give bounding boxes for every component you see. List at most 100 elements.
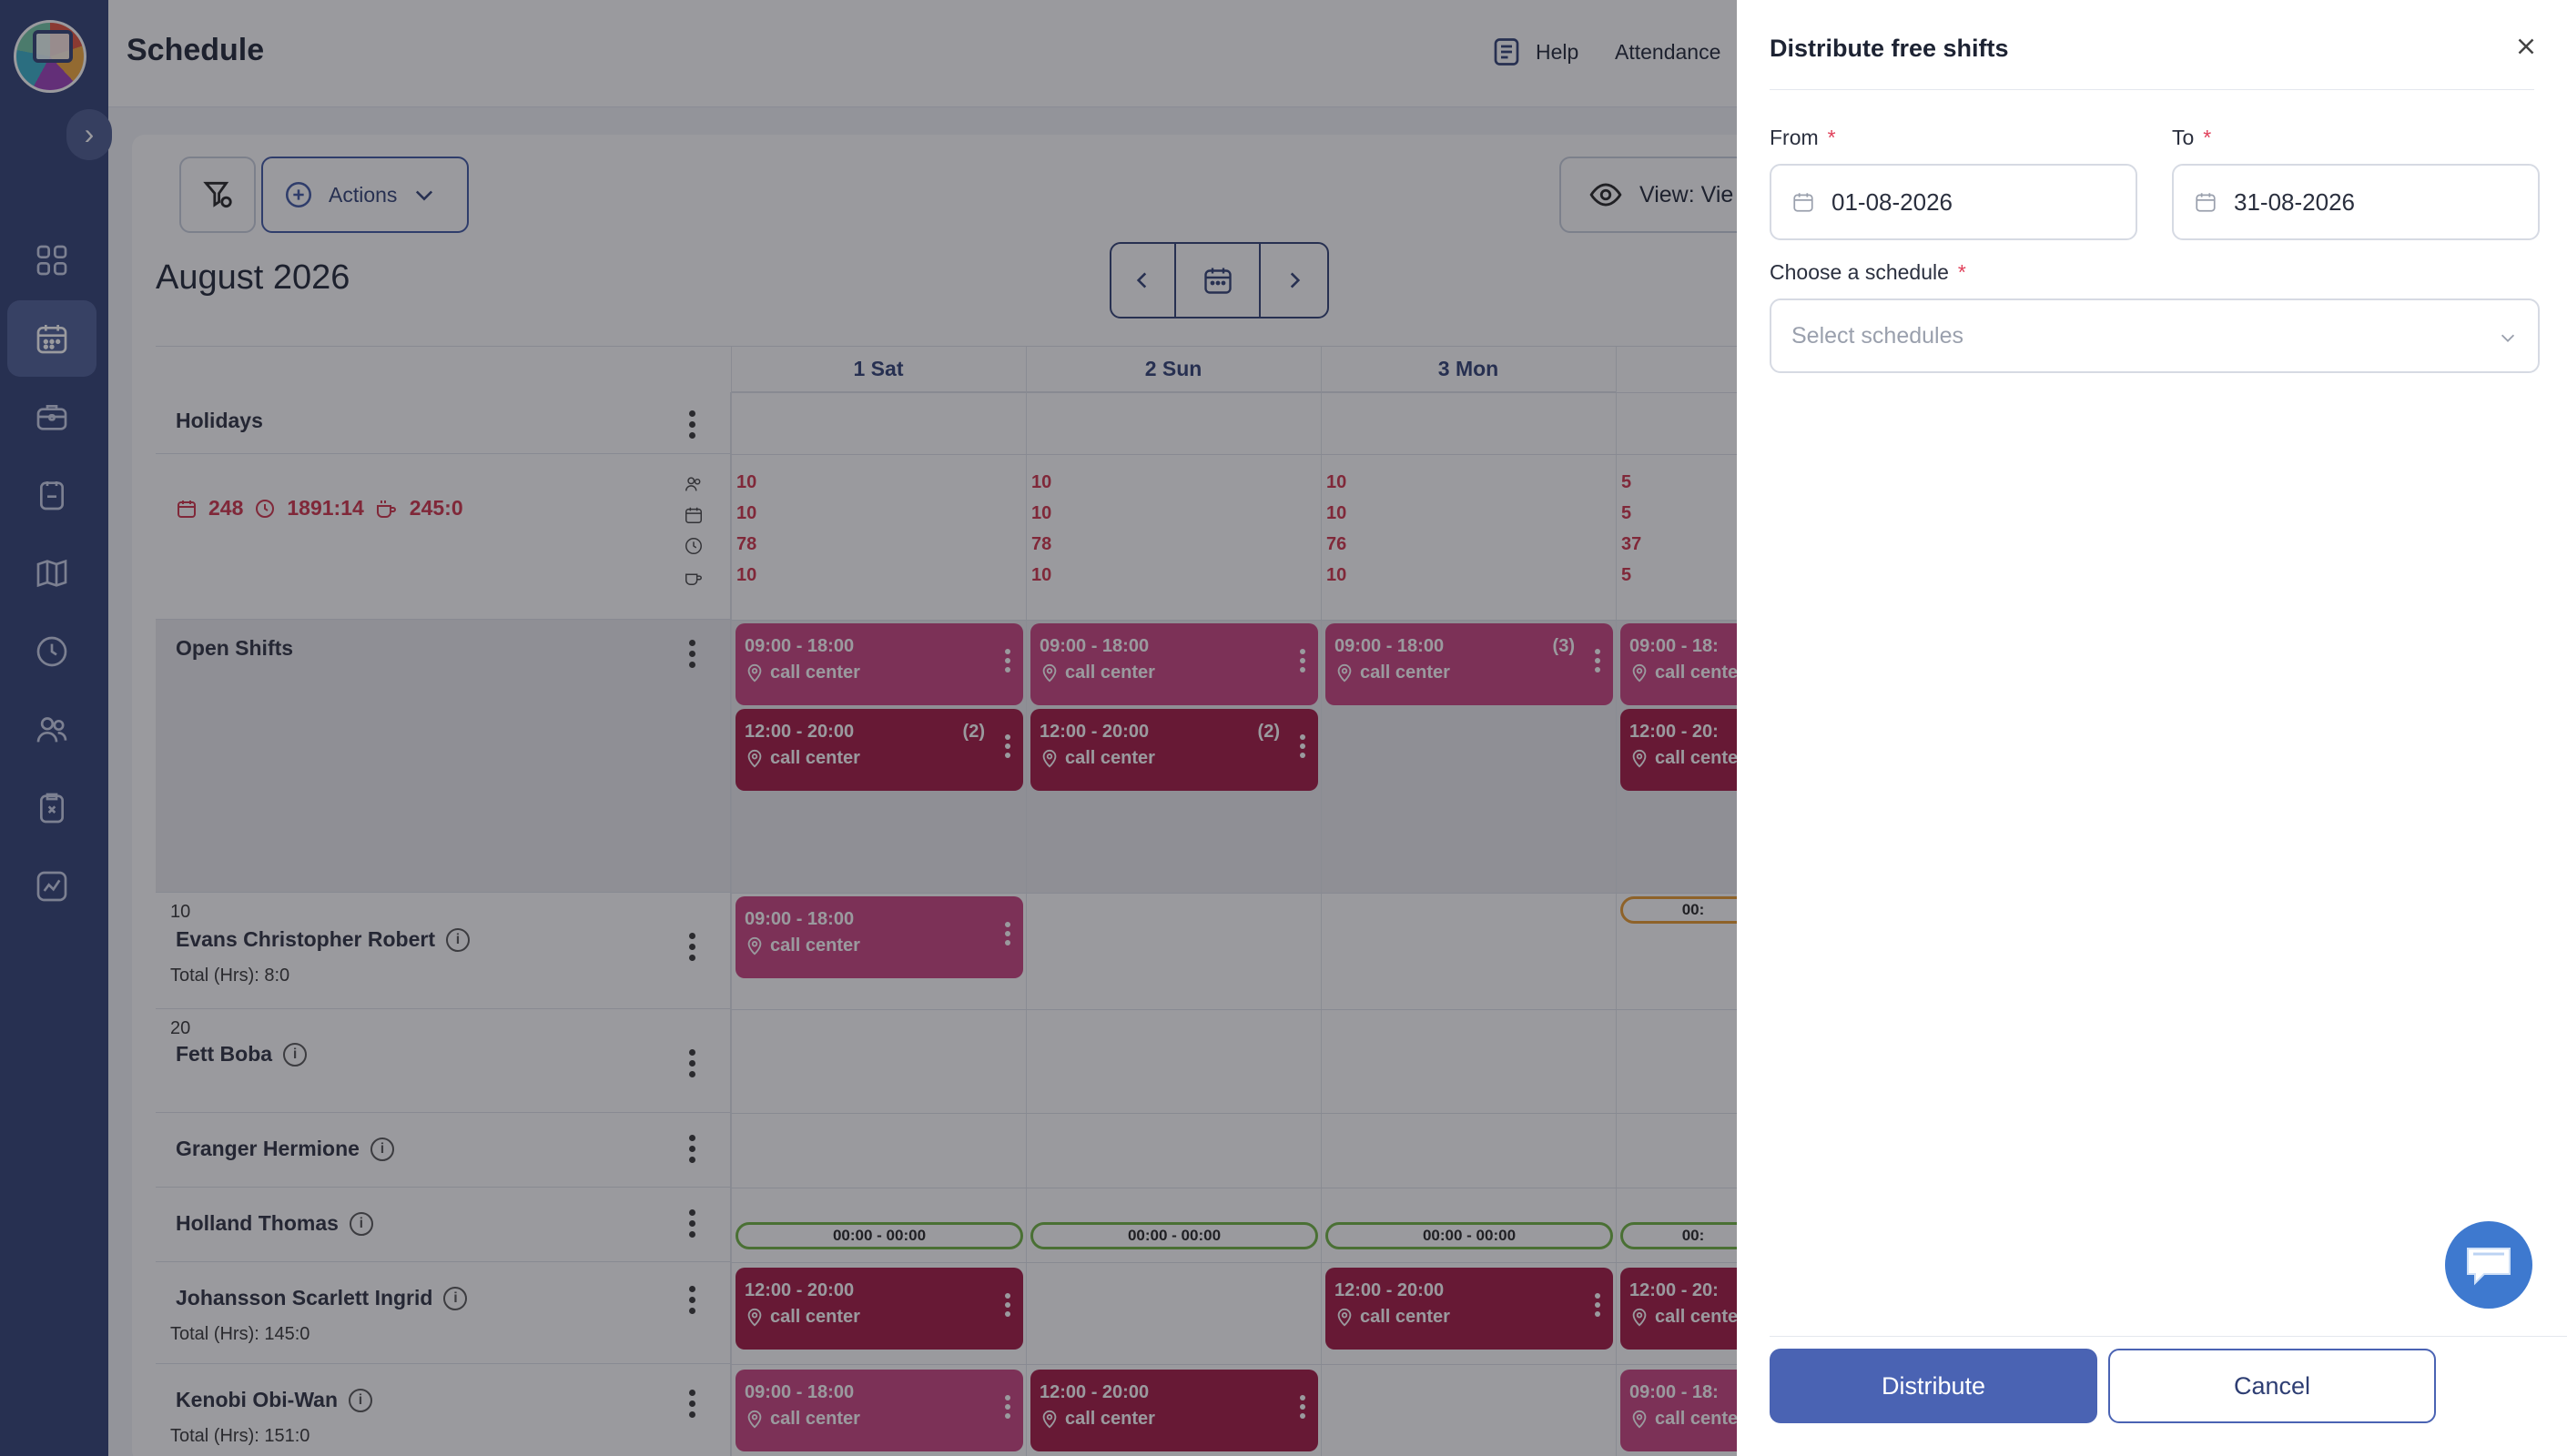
- open-shifts-label: Open Shifts: [176, 636, 294, 660]
- employee-menu-button[interactable]: [687, 1135, 696, 1163]
- close-icon[interactable]: [2512, 33, 2540, 60]
- employee-name: Johansson Scarlett Ingrid i: [176, 1286, 468, 1310]
- shift-menu-button[interactable]: [1005, 1293, 1010, 1317]
- employee-menu-button[interactable]: [687, 933, 696, 961]
- modal-backdrop[interactable]: [0, 0, 1737, 1456]
- sidebar-item-jobs[interactable]: [7, 379, 96, 455]
- chevron-right-icon: [1290, 272, 1300, 288]
- open-shift-card[interactable]: 12:00 - 20:00 call center (2): [1030, 709, 1318, 791]
- open-shift-card[interactable]: 09:00 - 18:00 call center: [736, 623, 1023, 705]
- chat-bubble-icon: [2467, 1248, 2511, 1286]
- stat-shifts: 248: [208, 496, 244, 520]
- stat-legend: [684, 474, 704, 587]
- day-header[interactable]: 3 Mon: [1321, 347, 1616, 392]
- info-icon[interactable]: i: [349, 1211, 373, 1236]
- shift-menu-button[interactable]: [1300, 734, 1305, 758]
- info-icon[interactable]: i: [446, 927, 470, 952]
- day-stats: 10 10 78 10: [736, 472, 757, 585]
- from-date-input[interactable]: 01-08-2026: [1770, 164, 2137, 240]
- document-icon[interactable]: [1490, 35, 1523, 69]
- sidebar-item-time[interactable]: [7, 613, 96, 690]
- footer-divider: [1770, 1336, 2567, 1337]
- open-shift-card[interactable]: 12:00 - 20:00 call center (2): [736, 709, 1023, 791]
- employee-menu-button[interactable]: [687, 1049, 696, 1077]
- help-link[interactable]: Help: [1536, 40, 1579, 64]
- app-logo[interactable]: [14, 20, 86, 93]
- stat-breaks: 245:0: [409, 496, 463, 520]
- clock-icon: [256, 499, 275, 518]
- eye-icon: [1589, 183, 1622, 207]
- location-pin-icon: [1042, 749, 1057, 768]
- shift-menu-button[interactable]: [1595, 649, 1600, 672]
- cancel-button[interactable]: Cancel: [2108, 1349, 2436, 1423]
- employee-row: Granger Hermione i: [156, 1113, 731, 1188]
- drawer-title: Distribute free shifts: [1770, 35, 2009, 62]
- distribute-button[interactable]: Distribute: [1770, 1349, 2097, 1423]
- open-shift-card[interactable]: 09:00 - 18:00 call center (3): [1325, 623, 1613, 705]
- actions-button[interactable]: Actions: [261, 157, 469, 233]
- sidebar-item-schedule[interactable]: [7, 300, 96, 377]
- actions-label: Actions: [329, 182, 398, 207]
- employee-row: Johansson Scarlett Ingrid i Total (Hrs): …: [156, 1262, 731, 1364]
- from-label: From *: [1770, 126, 1836, 149]
- shift-pill[interactable]: 00:00 - 00:00: [1325, 1222, 1613, 1249]
- shift-menu-button[interactable]: [1595, 1293, 1600, 1317]
- chart-icon: [36, 871, 67, 902]
- info-icon[interactable]: i: [370, 1137, 394, 1161]
- map-icon: [36, 559, 67, 588]
- info-icon[interactable]: i: [349, 1388, 373, 1412]
- view-button[interactable]: View: Vie: [1559, 157, 1787, 233]
- sidebar-item-map[interactable]: [7, 535, 96, 612]
- sidebar-expand-button[interactable]: ›: [66, 109, 112, 160]
- shift-card[interactable]: 09:00 - 18:00 call center: [736, 1370, 1023, 1451]
- sidebar-item-absence[interactable]: [7, 770, 96, 846]
- sidebar-item-tasks[interactable]: [7, 457, 96, 533]
- drawer-divider: [1770, 89, 2534, 90]
- open-shift-card[interactable]: 09:00 - 18:00 call center: [1030, 623, 1318, 705]
- day-header[interactable]: 2 Sun: [1026, 347, 1321, 392]
- shift-card[interactable]: 12:00 - 20:00 call center: [736, 1268, 1023, 1350]
- sidebar-item-dashboard[interactable]: [7, 222, 96, 298]
- chat-widget-button[interactable]: [2445, 1221, 2532, 1309]
- day-header[interactable]: 1 Sat: [731, 347, 1026, 392]
- shift-menu-button[interactable]: [1005, 1395, 1010, 1419]
- info-icon[interactable]: i: [443, 1286, 468, 1310]
- shift-menu-button[interactable]: [1005, 734, 1010, 758]
- row-divider: [156, 620, 2562, 621]
- employee-menu-button[interactable]: [687, 1390, 696, 1418]
- day-stats: 10 10 78 10: [1031, 472, 1052, 585]
- shift-menu-button[interactable]: [1005, 649, 1010, 672]
- employee-menu-button[interactable]: [687, 1209, 696, 1238]
- next-button[interactable]: [1261, 244, 1327, 317]
- row-divider: [156, 1364, 2562, 1365]
- sidebar-item-users[interactable]: [7, 692, 96, 768]
- shift-card[interactable]: 12:00 - 20:00 call center: [1325, 1268, 1613, 1350]
- sidebar-item-reports[interactable]: [7, 848, 96, 925]
- location-pin-icon: [1632, 1308, 1647, 1327]
- attendance-link[interactable]: Attendance: [1615, 40, 1721, 64]
- employee-menu-button[interactable]: [687, 1286, 696, 1314]
- shift-menu-button[interactable]: [1300, 1395, 1305, 1419]
- shift-card[interactable]: 09:00 - 18:00 call center: [736, 896, 1023, 978]
- shift-menu-button[interactable]: [1300, 649, 1305, 672]
- to-date-input[interactable]: 31-08-2026: [2172, 164, 2540, 240]
- calendar-icon: [36, 325, 67, 354]
- calendar-picker-button[interactable]: [1176, 244, 1262, 317]
- row-divider: [156, 392, 2562, 393]
- employee-id: 20: [170, 1018, 191, 1038]
- previous-button[interactable]: [1111, 244, 1176, 317]
- view-label: View: Vie: [1639, 181, 1734, 207]
- filter-button[interactable]: [179, 157, 256, 233]
- location-pin-icon: [747, 663, 762, 682]
- shift-menu-button[interactable]: [1005, 922, 1010, 945]
- shift-pill[interactable]: 00:00 - 00:00: [736, 1222, 1023, 1249]
- holidays-menu-button[interactable]: [687, 410, 696, 439]
- info-icon[interactable]: i: [283, 1042, 308, 1067]
- shift-pill[interactable]: 00:00 - 00:00: [1030, 1222, 1318, 1249]
- schedule-select[interactable]: Select schedules: [1770, 298, 2540, 373]
- open-shifts-row: Open Shifts: [156, 620, 731, 893]
- location-pin-icon: [1337, 1308, 1352, 1327]
- column-divider: [731, 347, 732, 1456]
- shift-card[interactable]: 12:00 - 20:00 call center: [1030, 1370, 1318, 1451]
- open-shifts-menu-button[interactable]: [687, 640, 696, 668]
